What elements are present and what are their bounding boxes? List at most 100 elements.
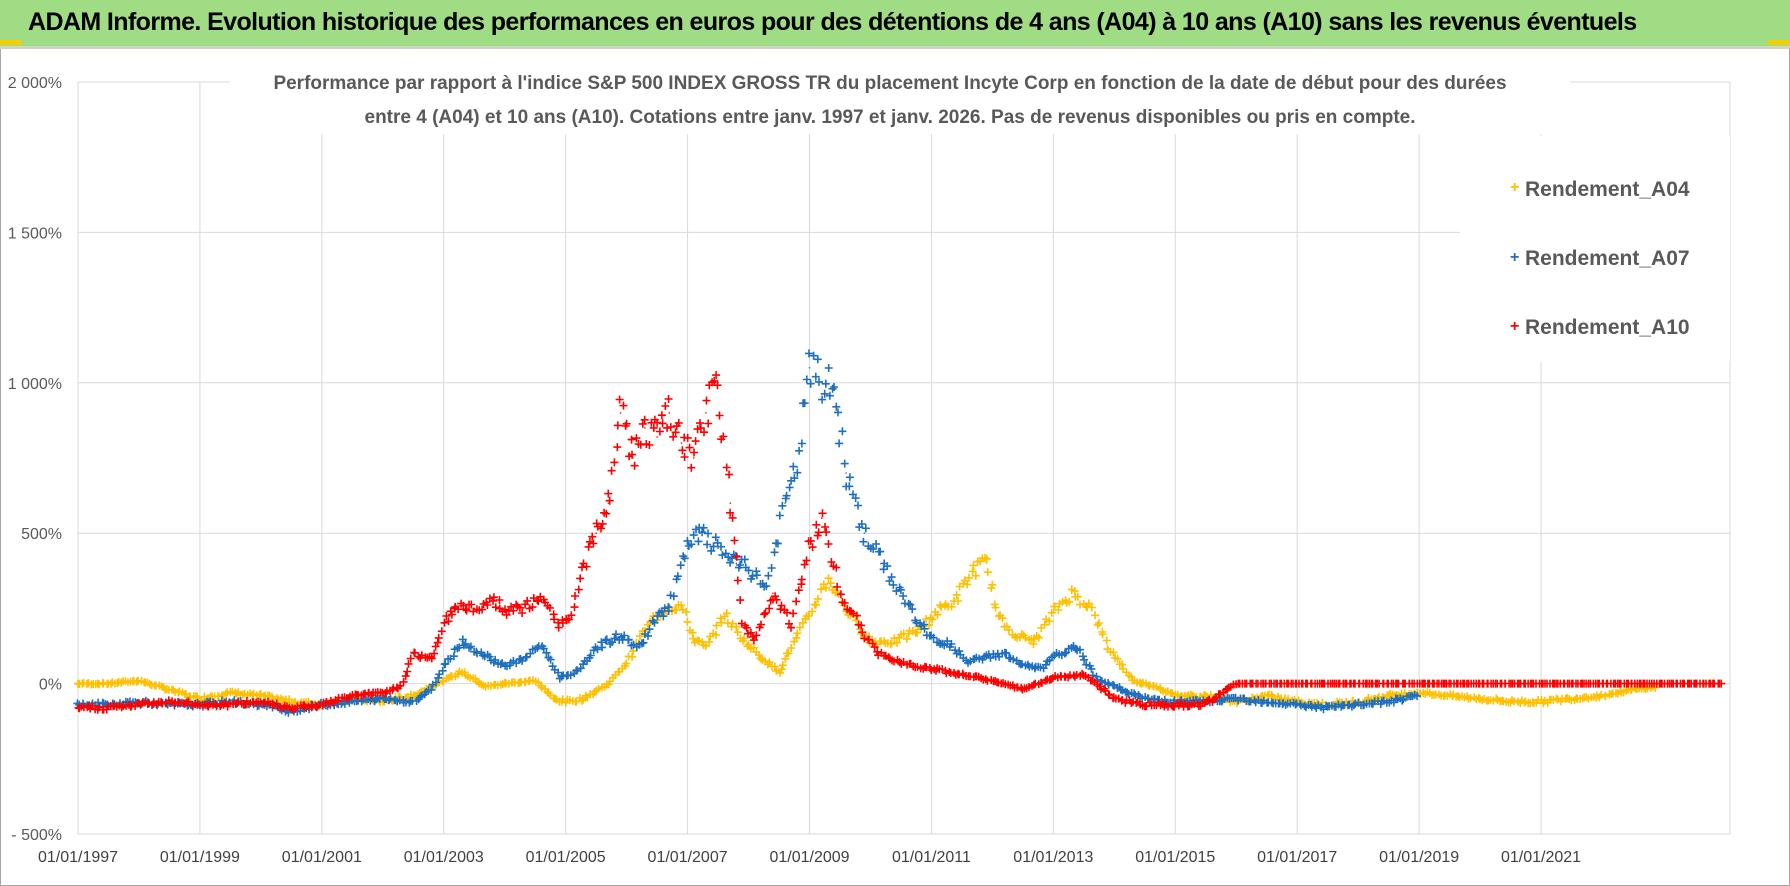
y-axis: - 500% 0% 500% 1 000% 1 500% 2 000% <box>8 75 62 844</box>
x-tick-label: 01/01/2021 <box>1501 849 1581 866</box>
point-rendement_a07 <box>698 532 701 534</box>
point-rendement_a10 <box>583 562 585 565</box>
point-rendement_a07 <box>1387 700 1390 703</box>
y-tick-label: 1 500% <box>8 225 62 242</box>
point-rendement_a07 <box>461 640 463 643</box>
point-rendement_a04 <box>790 646 793 649</box>
point-rendement_a10 <box>1662 682 1664 685</box>
point-rendement_a10 <box>631 457 634 459</box>
point-rendement_a07 <box>808 366 811 369</box>
point-rendement_a10 <box>1113 697 1116 700</box>
point-rendement_a04 <box>936 610 939 613</box>
point-rendement_a10 <box>412 652 415 655</box>
point-rendement_a10 <box>1022 688 1024 691</box>
point-rendement_a04 <box>918 628 921 631</box>
point-rendement_a10 <box>692 457 695 459</box>
point-rendement_a10 <box>351 694 354 697</box>
point-rendement_a07 <box>900 592 902 595</box>
legend-marker-a07: + <box>1510 249 1519 266</box>
point-rendement_a07 <box>863 532 866 534</box>
point-rendement_a04 <box>625 661 628 664</box>
point-rendement_a04 <box>564 700 567 703</box>
point-rendement_a07 <box>1326 706 1329 709</box>
legend-label-a07: Rendement_A07 <box>1525 247 1690 270</box>
point-rendement_a04 <box>705 646 707 649</box>
point-rendement_a10 <box>1540 682 1542 685</box>
point-rendement_a07 <box>930 637 933 640</box>
point-rendement_a04 <box>1204 694 1207 697</box>
point-rendement_a10 <box>1418 682 1420 685</box>
chart-title-line-1: Performance par rapport à l'indice S&P 5… <box>273 73 1506 94</box>
point-rendement_a10 <box>522 607 524 610</box>
point-rendement_a04 <box>1631 688 1634 691</box>
point-rendement_a07 <box>503 664 506 667</box>
point-rendement_a04 <box>229 691 232 694</box>
point-rendement_a07 <box>656 616 658 619</box>
point-rendement_a10 <box>1357 682 1359 685</box>
point-rendement_a04 <box>1540 700 1542 703</box>
point-rendement_a10 <box>717 382 719 384</box>
point-rendement_a10 <box>430 658 433 661</box>
point-rendement_a07 <box>985 655 988 658</box>
point-rendement_a07 <box>1265 700 1268 703</box>
point-rendement_a07 <box>668 604 671 607</box>
x-tick-label: 01/01/2011 <box>892 849 971 866</box>
point-rendement_a10 <box>1143 703 1146 706</box>
point-rendement_a07 <box>1143 697 1146 700</box>
point-rendement_a10 <box>138 703 140 706</box>
point-rendement_a04 <box>778 670 780 673</box>
point-rendement_a10 <box>857 622 860 625</box>
chart-title-bg <box>230 66 1570 134</box>
point-rendement_a04 <box>1387 694 1390 697</box>
point-rendement_a10 <box>1387 682 1390 685</box>
point-rendement_a04 <box>1265 694 1268 697</box>
point-rendement_a04 <box>77 682 79 685</box>
point-rendement_a04 <box>1107 646 1110 649</box>
y-tick-label: 2 000% <box>8 75 62 92</box>
x-tick-label: 01/01/2007 <box>648 849 728 866</box>
report-header: ADAM Informe. Evolution historique des p… <box>0 0 1790 49</box>
point-rendement_a07 <box>1418 694 1420 697</box>
x-tick-label: 01/01/2009 <box>769 849 849 866</box>
point-rendement_a07 <box>558 676 561 679</box>
point-rendement_a04 <box>759 655 762 658</box>
point-rendement_a10 <box>442 622 445 625</box>
y-tick-label: 0% <box>39 677 62 694</box>
point-rendement_a10 <box>839 592 841 595</box>
x-tick-label: 01/01/2003 <box>404 849 484 866</box>
point-rendement_a07 <box>1357 703 1359 706</box>
y-tick-label: 500% <box>21 526 62 543</box>
point-rendement_a10 <box>705 412 707 414</box>
point-rendement_a10 <box>790 622 793 625</box>
point-rendement_a04 <box>1174 694 1177 697</box>
point-rendement_a10 <box>668 412 671 414</box>
x-tick-label: 01/01/2001 <box>282 849 362 866</box>
point-rendement_a10 <box>894 658 896 661</box>
point-rendement_a04 <box>741 637 744 640</box>
point-rendement_a10 <box>595 532 597 534</box>
point-rendement_a04 <box>485 685 488 688</box>
point-rendement_a07 <box>1296 703 1298 706</box>
point-rendement_a10 <box>991 679 994 682</box>
point-rendement_a04 <box>290 700 293 703</box>
point-rendement_a10 <box>619 412 622 414</box>
point-rendement_a07 <box>796 466 799 468</box>
point-rendement_a04 <box>552 697 555 700</box>
point-rendement_a04 <box>1070 592 1073 595</box>
point-rendement_a04 <box>534 679 536 682</box>
point-rendement_a04 <box>583 697 585 700</box>
x-tick-label: 01/01/2013 <box>1013 849 1093 866</box>
point-rendement_a10 <box>1296 682 1298 685</box>
point-rendement_a07 <box>784 502 786 504</box>
point-rendement_a04 <box>1131 679 1134 682</box>
point-rendement_a04 <box>607 682 610 685</box>
point-rendement_a07 <box>845 472 847 474</box>
point-rendement_a04 <box>503 682 506 685</box>
point-rendement_a04 <box>168 688 171 691</box>
point-rendement_a10 <box>290 706 293 709</box>
header-accent-right <box>1768 40 1790 45</box>
point-rendement_a10 <box>473 607 476 610</box>
point-rendement_a10 <box>503 610 506 613</box>
point-rendement_a10 <box>1570 682 1573 685</box>
